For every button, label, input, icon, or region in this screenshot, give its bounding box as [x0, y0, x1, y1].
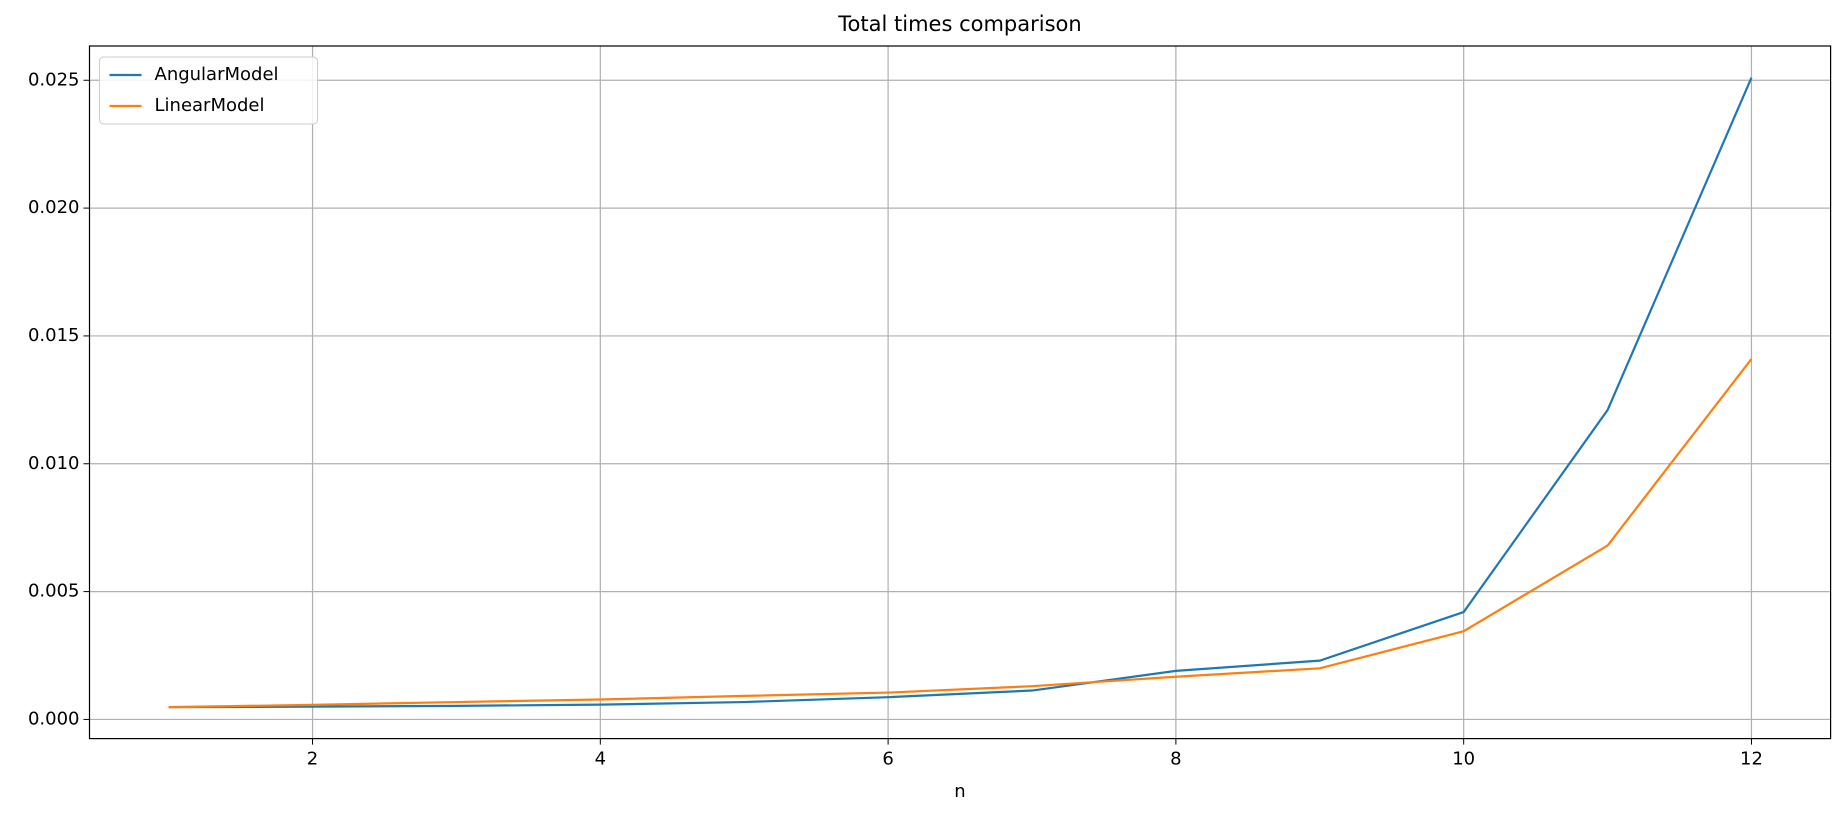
chart-title: Total times comparison: [837, 12, 1081, 36]
y-tick-label: 0.015: [28, 325, 80, 346]
x-tick-label: 4: [595, 749, 606, 770]
y-tick-label: 0.020: [28, 197, 80, 218]
line-series: [168, 77, 1753, 709]
legend-box: [99, 56, 318, 125]
x-axis-label: n: [954, 781, 965, 802]
x-tick-label: 12: [1740, 749, 1763, 770]
y-tick-label: 0.000: [28, 708, 80, 729]
y-tick-label: 0.010: [28, 453, 80, 474]
x-tick-label: 8: [1170, 749, 1181, 770]
legend-label: LinearModel: [155, 95, 265, 116]
x-tick-label: 2: [307, 749, 318, 770]
plot-frame: [88, 45, 1832, 740]
line-series: [168, 358, 1753, 709]
x-tick-label: 6: [882, 749, 893, 770]
legend-label: AngularModel: [155, 64, 279, 85]
y-tick-label: 0.005: [28, 581, 80, 602]
x-tick-label: 10: [1452, 749, 1475, 770]
y-tick-label: 0.025: [28, 69, 80, 90]
